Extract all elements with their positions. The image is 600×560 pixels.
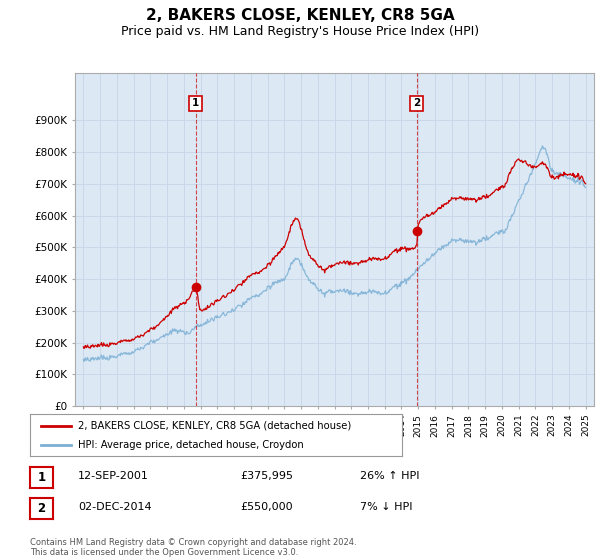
Text: 2: 2 [413,98,420,108]
Text: 02-DEC-2014: 02-DEC-2014 [78,502,152,512]
Text: 1: 1 [37,471,46,484]
Text: £375,995: £375,995 [240,471,293,481]
Text: £550,000: £550,000 [240,502,293,512]
Text: HPI: Average price, detached house, Croydon: HPI: Average price, detached house, Croy… [79,440,304,450]
Text: 26% ↑ HPI: 26% ↑ HPI [360,471,419,481]
Text: 1: 1 [192,98,199,108]
Text: 2, BAKERS CLOSE, KENLEY, CR8 5GA (detached house): 2, BAKERS CLOSE, KENLEY, CR8 5GA (detach… [79,421,352,431]
Text: 2: 2 [37,502,46,515]
Text: Contains HM Land Registry data © Crown copyright and database right 2024.
This d: Contains HM Land Registry data © Crown c… [30,538,356,557]
Text: 12-SEP-2001: 12-SEP-2001 [78,471,149,481]
Text: 7% ↓ HPI: 7% ↓ HPI [360,502,413,512]
Text: 2, BAKERS CLOSE, KENLEY, CR8 5GA: 2, BAKERS CLOSE, KENLEY, CR8 5GA [146,8,454,24]
Text: Price paid vs. HM Land Registry's House Price Index (HPI): Price paid vs. HM Land Registry's House … [121,25,479,38]
